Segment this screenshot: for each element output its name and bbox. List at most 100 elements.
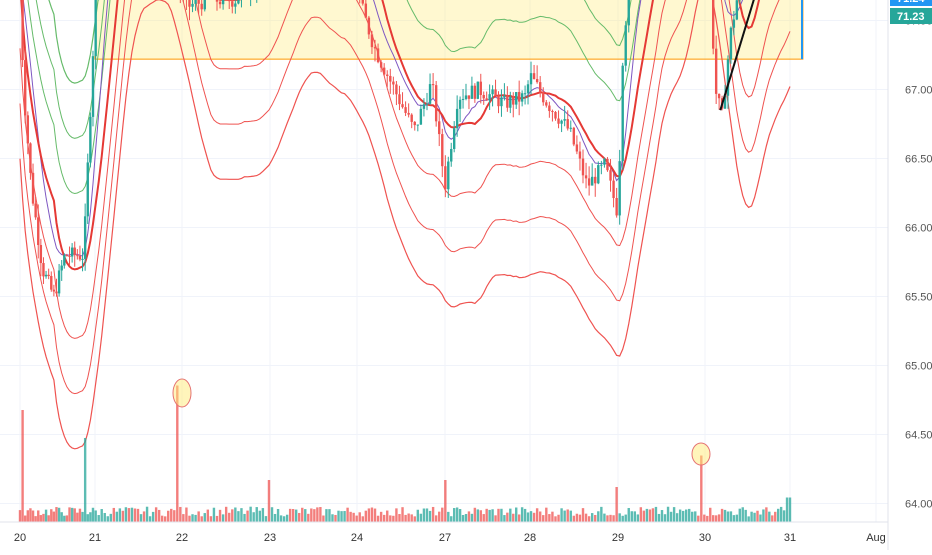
volume-bar	[615, 487, 617, 522]
candle-body	[365, 4, 367, 18]
candle-body	[576, 144, 578, 151]
candle-body	[488, 94, 490, 100]
candle-body	[55, 292, 57, 294]
volume-bar	[747, 516, 749, 522]
candle-body	[231, 1, 233, 6]
date-tick-label: 30	[699, 532, 711, 544]
candle-body	[447, 162, 449, 190]
candle-body	[483, 95, 485, 98]
candle-body	[736, 0, 738, 19]
candle-body	[423, 104, 425, 109]
candle-body	[533, 73, 535, 79]
candle-body	[545, 102, 547, 105]
volume-bar	[222, 514, 224, 522]
volume-bar	[271, 507, 273, 522]
volume-bar	[554, 516, 556, 522]
volume-bar	[113, 508, 115, 522]
volume-bar	[536, 508, 538, 522]
volume-bar	[694, 511, 696, 522]
volume-bar	[444, 480, 446, 522]
volume-bar	[721, 509, 723, 522]
candle-body	[606, 159, 608, 170]
volume-bar	[730, 511, 732, 522]
volume-bar	[173, 510, 175, 522]
volume-bar	[158, 510, 160, 522]
volume-bar	[706, 516, 708, 522]
volume-spike-marker	[173, 379, 191, 407]
volume-bar	[32, 511, 34, 522]
candle-body	[733, 19, 735, 27]
candle-body	[615, 198, 617, 215]
volume-bar	[295, 510, 297, 522]
candle-body	[625, 25, 627, 65]
volume-bar	[322, 516, 324, 522]
volume-bar	[594, 515, 596, 522]
volume-bar	[759, 515, 761, 522]
volume-bar	[667, 507, 669, 522]
volume-bar	[471, 514, 473, 522]
date-tick-label: 22	[176, 532, 188, 544]
volume-bar	[780, 507, 782, 522]
volume-bar	[131, 508, 133, 522]
candle-body	[37, 217, 39, 245]
candle-body	[362, 0, 364, 4]
volume-bar	[468, 511, 470, 522]
candle-body	[465, 95, 467, 99]
volume-bar	[661, 510, 663, 522]
volume-bar	[389, 515, 391, 522]
candle-body	[380, 62, 382, 67]
candle-body	[392, 82, 394, 85]
candle-body	[197, 0, 199, 4]
volume-bar	[628, 508, 630, 522]
candle-body	[404, 107, 406, 113]
volume-bar	[53, 512, 55, 522]
candle-body	[45, 275, 47, 277]
volume-bar	[268, 480, 270, 522]
volume-bar	[597, 511, 599, 522]
volume-bar	[527, 512, 529, 522]
volume-bar	[383, 515, 385, 522]
price-tag-label: 71.23	[897, 11, 925, 23]
candle-body	[237, 0, 239, 4]
candle-body	[512, 96, 514, 104]
candle-body	[527, 84, 529, 93]
volume-bar	[453, 508, 455, 522]
volume-bar	[483, 514, 485, 522]
volume-bar	[742, 507, 744, 522]
volume-bar	[682, 511, 684, 522]
volume-bar	[426, 508, 428, 522]
candle-body	[612, 181, 614, 198]
candle-body	[591, 177, 593, 186]
volume-bar	[274, 514, 276, 522]
candle-body	[40, 245, 42, 263]
volume-bar	[328, 509, 330, 522]
volume-bar	[122, 511, 124, 522]
volume-bar	[204, 513, 206, 522]
volume-bar	[524, 509, 526, 522]
volume-bar	[240, 508, 242, 522]
volume-bar	[37, 510, 39, 522]
volume-bar	[545, 508, 547, 522]
volume-bar	[560, 508, 562, 522]
volume-bar	[622, 516, 624, 522]
candle-body	[474, 86, 476, 99]
candle-body	[377, 48, 379, 62]
candle-body	[585, 175, 587, 178]
volume-bar	[414, 516, 416, 522]
candle-body	[491, 89, 493, 94]
volume-bar	[567, 509, 569, 522]
volume-bar	[786, 498, 788, 523]
volume-bar	[685, 510, 687, 522]
volume-bar	[259, 511, 261, 522]
volume-bar	[548, 514, 550, 522]
candle-body	[188, 0, 190, 7]
volume-bar	[771, 515, 773, 522]
volume-bar	[346, 508, 348, 522]
candle-body	[204, 0, 206, 9]
volume-bar	[750, 512, 752, 522]
volume-bar	[649, 509, 651, 522]
volume-bar	[573, 516, 575, 522]
volume-bar	[462, 515, 464, 522]
volume-bar	[658, 514, 660, 522]
